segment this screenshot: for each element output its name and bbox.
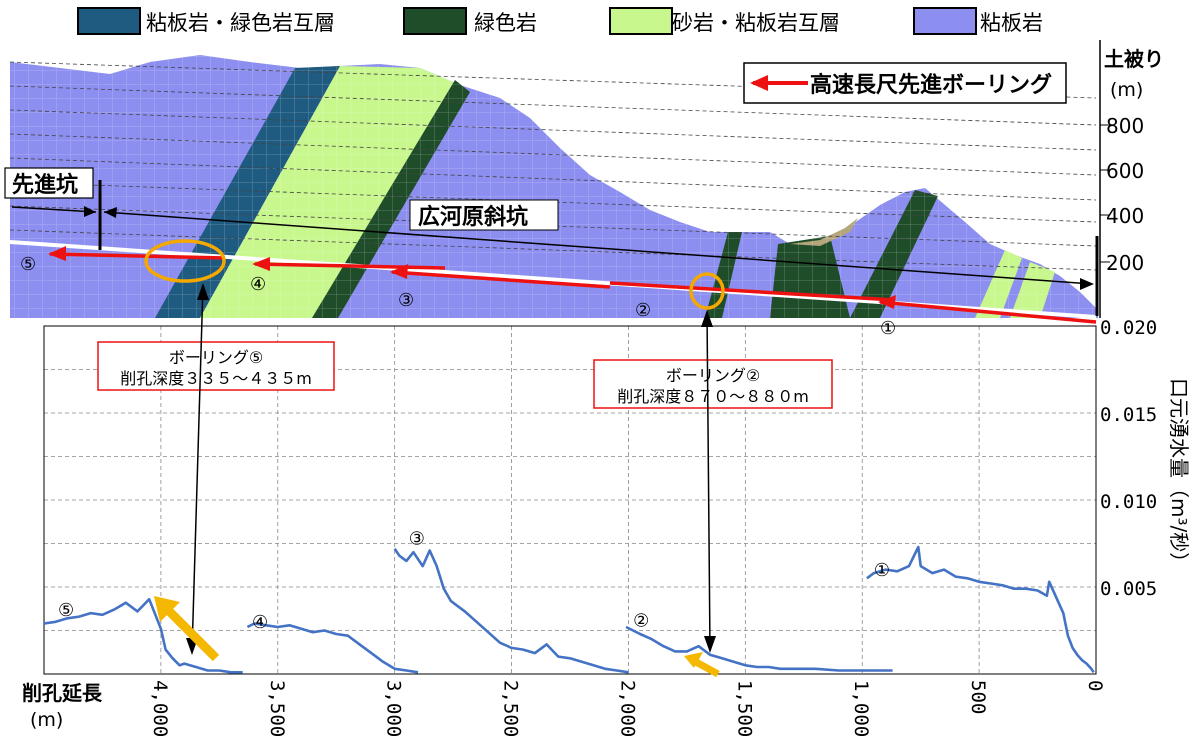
y-tick-label: 0.010 — [1100, 491, 1157, 513]
orange-arrowhead — [684, 652, 703, 668]
series-label-4: ④ — [252, 612, 268, 633]
y-axis-label: 口元湧水量（m³/秒） — [1167, 378, 1191, 572]
y-tick-label: 0.005 — [1100, 578, 1157, 600]
legend-label: 砂岩・粘板岩互層 — [672, 11, 840, 35]
boring-lines — [49, 252, 1097, 324]
svg-text:600: 600 — [1106, 159, 1144, 183]
orange-arrowhead — [154, 596, 180, 622]
callout-boring5 — [97, 341, 335, 391]
x-axis-unit: (m) — [30, 709, 63, 731]
x-axis-ticks: 4,000 3,500 3,000 2,500 2,000 1,500 1,000 500 0 — [149, 680, 1106, 737]
arrowhead — [878, 295, 896, 309]
legend-swatch — [403, 7, 467, 35]
callout-boring2 — [593, 359, 833, 409]
elevation-axis-unit: (m) — [1110, 79, 1143, 101]
x-axis-label: 削孔延長 — [22, 681, 103, 705]
series-line-4 — [246, 622, 419, 674]
legend: 粘板岩・緑色岩互層 緑色岩 砂岩・粘板岩互層 粘板岩 — [77, 7, 1043, 35]
series-line-1 — [866, 545, 1095, 674]
callout-boring5-line2: 削孔深度３３５～４３５m — [120, 369, 312, 388]
arrowhead — [390, 264, 408, 279]
series-label-2: ② — [633, 610, 649, 631]
boring-number-3: ③ — [398, 290, 414, 311]
legend-label: 粘板岩・緑色岩互層 — [146, 11, 335, 35]
x-tick-label: 500 — [967, 680, 989, 714]
legend-item-greenstone: 緑色岩 — [403, 7, 537, 35]
boring-number-4: ④ — [250, 274, 266, 295]
elevation-ticks: 800 600 400 200 — [1100, 114, 1144, 275]
boring-legend-label: 高速長尺先進ボーリング — [810, 72, 1052, 98]
x-tick-label: 2,500 — [500, 680, 522, 737]
legend-item-slate: 粘板岩 — [913, 7, 1043, 35]
callout-boring5-line1: ボーリング⑤ — [169, 348, 263, 367]
x-tick-label: 3,000 — [383, 680, 405, 737]
legend-item-sandstone-slate: 砂岩・粘板岩互層 — [609, 7, 840, 35]
x-tick-label: 1,500 — [733, 680, 755, 737]
svg-text:800: 800 — [1106, 114, 1144, 138]
callout-boring2-line2: 削孔深度８７０～８８０m — [617, 387, 809, 406]
highlight-ellipse-boring2 — [689, 272, 725, 310]
series-label-3: ③ — [409, 529, 425, 550]
geologic-section: ⑤ ④ ③ ② ① 先進坑 広河原斜坑 高速長尺先進ボーリング 土被り (m) … — [4, 40, 1164, 339]
plot-area — [43, 325, 1097, 675]
legend-swatch — [609, 7, 673, 35]
highlight-ellipse-boring5 — [144, 239, 226, 283]
legend-label: 緑色岩 — [474, 11, 537, 35]
series-line-2 — [625, 625, 893, 672]
incline-label-box — [409, 199, 559, 231]
svg-text:200: 200 — [1106, 251, 1144, 275]
callout-boring2-line1: ボーリング② — [666, 366, 760, 385]
series-label-5: ⑤ — [58, 600, 74, 621]
x-tick-label: 4,000 — [149, 680, 171, 737]
boring-number-5: ⑤ — [20, 254, 36, 275]
arrowhead — [252, 257, 270, 271]
legend-swatch — [913, 7, 977, 35]
x-tick-label: 0 — [1084, 680, 1106, 691]
series-group — [43, 545, 1095, 674]
pilot-tunnel-label: 先進坑 — [12, 172, 78, 198]
series-line-3 — [393, 547, 629, 674]
elevation-axis-title: 土被り — [1104, 47, 1164, 71]
y-axis-ticks: 0.020 0.015 0.010 0.005 — [1100, 317, 1157, 600]
series-label-1: ① — [874, 560, 890, 581]
x-tick-label: 1,000 — [850, 680, 872, 737]
x-tick-label: 2,000 — [616, 680, 638, 737]
inflow-chart: 0.020 0.015 0.010 0.005 4,000 3,500 3,000 2,50… — [22, 283, 1191, 737]
svg-text:400: 400 — [1106, 204, 1144, 228]
series-labels: ① ② ③ ④ ⑤ — [58, 529, 890, 634]
series-line-5 — [43, 597, 243, 674]
boring-number-1: ① — [880, 318, 896, 339]
legend-swatch — [77, 7, 141, 35]
boring-number-2: ② — [635, 300, 651, 321]
y-tick-label: 0.015 — [1100, 404, 1157, 426]
x-tick-label: 3,500 — [266, 680, 288, 737]
pilot-tunnel-label-box — [4, 167, 94, 199]
arrowhead — [48, 246, 66, 261]
y-tick-label: 0.020 — [1100, 317, 1157, 339]
legend-item-slate-greenstone: 粘板岩・緑色岩互層 — [77, 7, 335, 35]
incline-label: 広河原斜坑 — [418, 204, 528, 230]
legend-label: 粘板岩 — [980, 11, 1043, 35]
